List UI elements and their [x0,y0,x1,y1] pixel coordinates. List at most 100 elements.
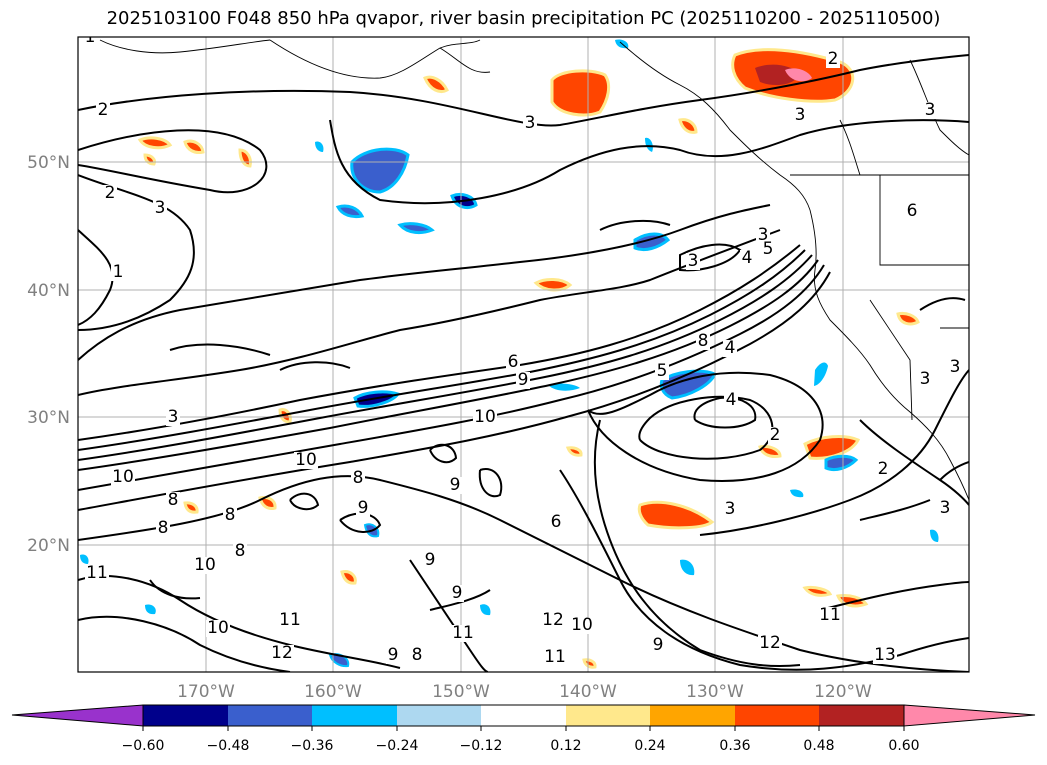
contour-label: 6 [905,201,919,221]
lon-label: 130°W [686,682,744,702]
contour-label: 11 [278,610,302,630]
contour-label-text: 2 [105,183,116,203]
contour-label: 8 [696,331,710,351]
map-frame [77,36,970,673]
contour-label-text: 1 [85,27,96,47]
contour-label: 12 [270,643,294,663]
contour-label-text: 8 [698,331,709,351]
contour-label: 2 [103,183,117,203]
contour-label: 11 [543,647,567,667]
lon-label: 170°W [177,682,235,702]
contour-label: 11 [85,563,109,583]
contour-label-text: 3 [168,407,179,427]
lon-label: 150°W [432,682,490,702]
contour-label: 10 [193,555,217,575]
precip-positive-patches [137,48,920,669]
contour-label-text: 11 [544,647,566,667]
contour-label: 3 [793,105,807,125]
lon-label: 140°W [559,682,617,702]
colorbar-tick-label: 0.12 [550,738,581,754]
contour-label: 9 [450,583,464,603]
contour-label-text: 4 [742,248,753,268]
lat-label: 40°N [27,281,70,301]
colorbar-tick-label: 0.24 [634,738,665,754]
contour-label-text: 3 [725,499,736,519]
contour-label-text: 11 [86,563,108,583]
contour-label-text: 8 [225,505,236,525]
lat-label: 30°N [27,408,70,428]
contour-label: 11 [451,623,475,643]
contour-label: 10 [473,407,497,427]
contour-label: 9 [448,475,462,495]
colorbar: −0.60 −0.48 −0.36 −0.24 −0.12 0.12 0.24 … [11,704,1036,754]
contour-label-text: 9 [388,645,399,665]
contour-label: 2 [876,459,890,479]
contour-label-text: 2 [878,459,889,479]
contour-label: 5 [655,361,669,381]
coastlines [99,39,969,501]
contour-label: 8 [351,468,365,488]
contour-label: 1 [111,262,125,282]
colorbar-segment [228,705,312,726]
contour-label-text: 10 [112,467,134,487]
contour-label-text: 8 [158,518,169,538]
contour-label: 9 [516,370,530,390]
lat-label: 50°N [27,153,70,173]
contour-label: 10 [294,450,318,470]
contour-label-text: 10 [295,450,317,470]
colorbar-segment [481,705,566,726]
contour-label-text: 6 [551,512,562,532]
colorbar-tick-label: 0.48 [803,738,834,754]
colorbar-segment [819,705,904,726]
contour-label-text: 6 [508,352,519,372]
colorbar-segment [312,705,397,726]
contour-label-text: 2 [98,100,109,120]
contour-label: 3 [938,498,952,518]
contour-label-text: 6 [907,201,918,221]
colorbar-tick-label: 0.36 [719,738,750,754]
contour-label: 2 [768,425,782,445]
colorbar-extend-high [903,704,1036,727]
qvapor-contours [78,54,969,672]
contour-label: 8 [166,490,180,510]
contour-label: 5 [761,239,775,259]
contour-label: 6 [506,352,520,372]
contour-label-text: 4 [726,390,737,410]
map-title: 2025103100 F048 850 hPa qvapor, river ba… [106,8,941,29]
contour-label-text: 8 [168,490,179,510]
contour-label-text: 11 [452,623,474,643]
contour-label: 3 [948,357,962,377]
contour-label: 2 [96,100,110,120]
contour-label-text: 1 [113,262,124,282]
contour-label: 9 [423,550,437,570]
contour-label: 10 [111,467,135,487]
contour-label-text: 12 [542,610,564,630]
lon-label: 160°W [304,682,362,702]
lat-label: 20°N [27,536,70,556]
latitude-labels: 50°N 40°N 30°N 20°N [27,153,70,556]
contour-label-text: 5 [763,239,774,259]
colorbar-segment [143,705,228,726]
contour-label: 3 [723,499,737,519]
contour-label-text: 9 [452,583,463,603]
contour-label: 9 [386,645,400,665]
contour-label-text: 5 [657,361,668,381]
contour-label-text: 3 [940,498,951,518]
contour-label: 6 [549,512,563,532]
contour-label: 9 [651,635,665,655]
colorbar-frame [142,704,905,727]
contour-label: 12 [758,633,782,653]
contour-label-text: 4 [725,338,736,358]
contour-label: 3 [166,407,180,427]
colorbar-tick-label: −0.60 [122,738,165,754]
contour-label-text: 3 [925,100,936,120]
colorbar-tick-label: −0.48 [207,738,250,754]
contour-label: 8 [233,541,247,561]
contour-label-text: 9 [425,550,436,570]
contour-label-text: 10 [194,555,216,575]
contour-label-text: 3 [758,225,769,245]
contour-label-text: 11 [819,605,841,625]
